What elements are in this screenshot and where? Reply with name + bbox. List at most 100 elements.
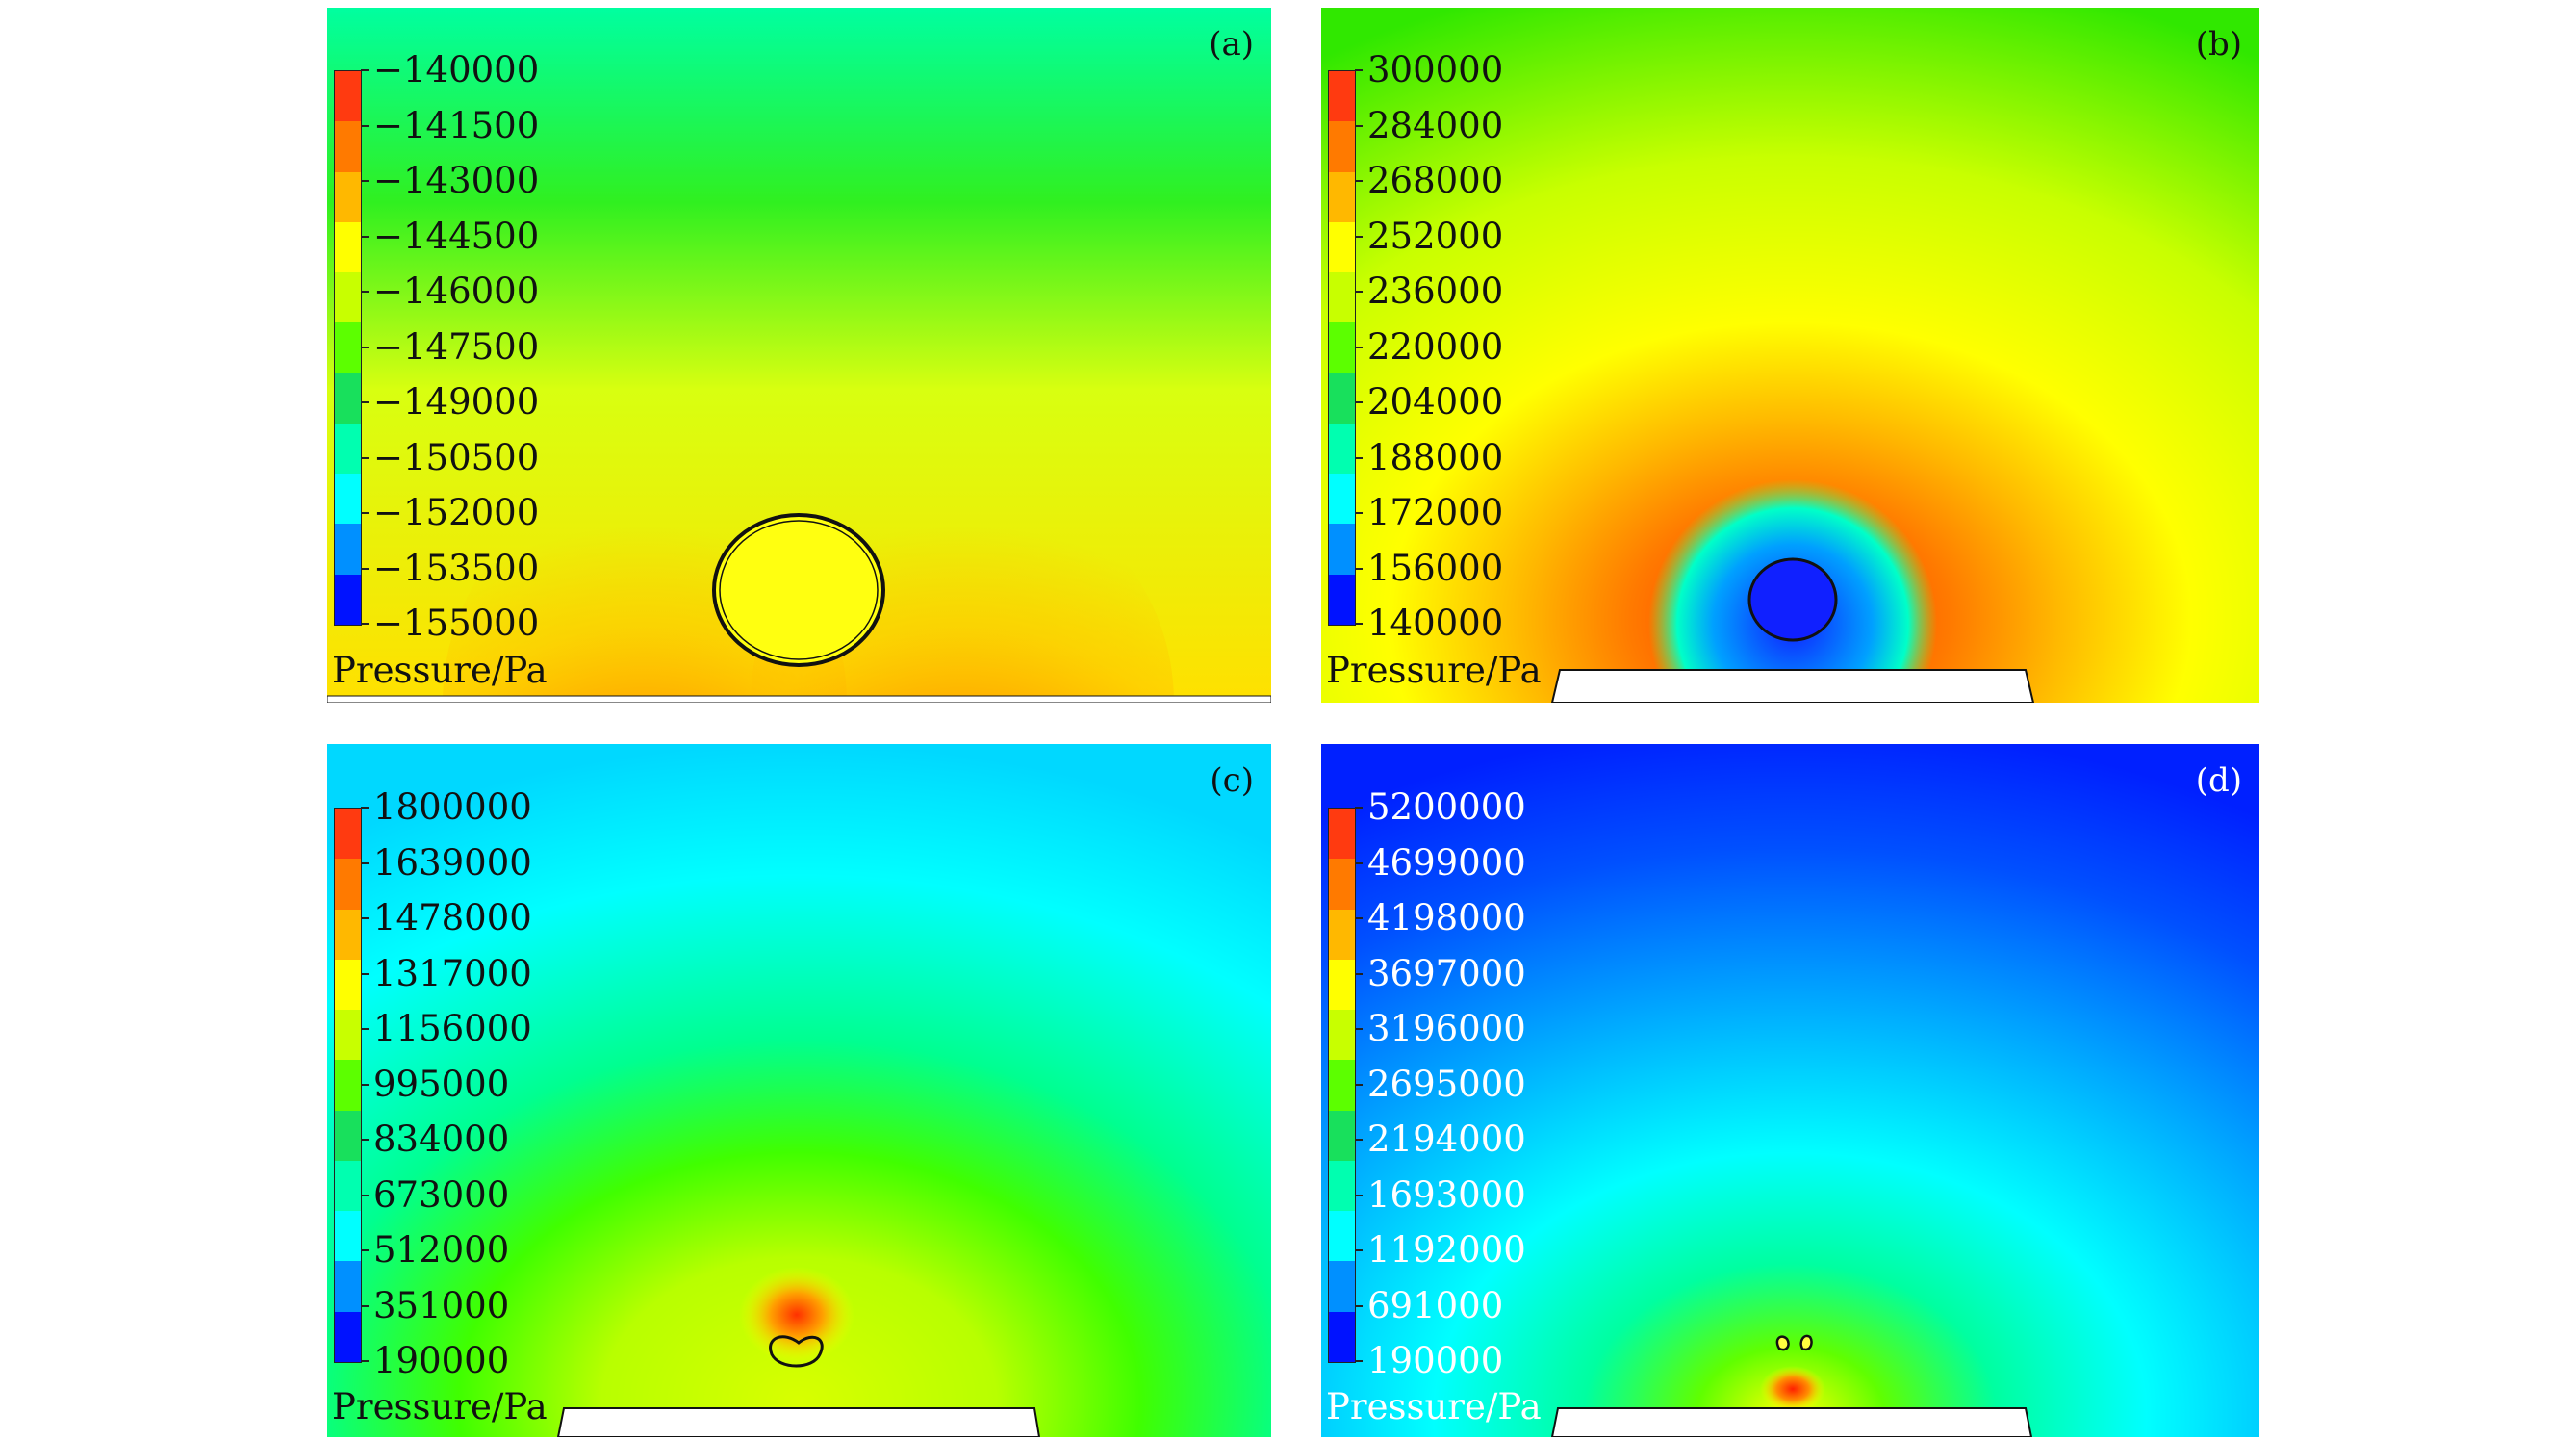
colorbar-tickmark [1355,124,1363,127]
colorbar-tick-label: −143000 [373,160,540,201]
colorbar-tickmark [361,623,369,625]
colorbar-tick-label: −153500 [373,547,540,589]
colorbar-b [1328,70,1356,626]
colorbar-tick-label: 1156000 [373,1008,532,1049]
panel-c: (c) 1800000 1639000 1478000 1317000 1156000 9… [327,744,1271,1437]
colorbar-tickmark [361,1083,369,1086]
colorbar-tickmark [1355,807,1363,809]
colorbar-segment [335,423,361,475]
colorbar-tickmark [1355,1194,1363,1196]
panel-b: (b) 300000 284000 268000 252000 236000 220000… [1321,8,2259,703]
colorbar-tick-label: 3196000 [1367,1008,1526,1049]
colorbar-segment [335,524,361,576]
colorbar-segment [1329,171,1355,223]
bubble-d-left [1775,1335,1790,1351]
colorbar-segment [1329,373,1355,424]
colorbar-segment [335,1311,361,1363]
high-pressure-spot-d [1760,1366,1825,1412]
colorbar-segment [335,373,361,424]
bubble-b [1747,557,1838,642]
colorbar-segment [335,171,361,223]
pressure-field-a [327,8,1271,703]
colorbar-tick-label: 1693000 [1367,1173,1526,1216]
colorbar-segment [1329,859,1355,911]
colorbar-segment [1329,423,1355,475]
colorbar-segment [1329,322,1355,374]
colorbar-tick-label: 300000 [1367,49,1504,90]
colorbar-tickmark [361,972,369,975]
colorbar-segment [1329,1211,1355,1262]
colorbar-tickmark [361,1139,369,1141]
colorbar-tick-label: 2695000 [1367,1063,1526,1105]
colorbar-tick-label: 995000 [373,1063,510,1105]
colorbar-segment [1329,959,1355,1011]
bubble-d-right [1799,1334,1813,1351]
colorbar-tickmark [361,291,369,293]
colorbar-tick-label: 172000 [1367,492,1504,533]
colorbar-tickmark [1355,512,1363,514]
colorbar-tick-label: 834000 [373,1119,510,1160]
colorbar-tickmark [1355,291,1363,293]
colorbar-tickmark [361,512,369,514]
colorbar-segment [335,574,361,626]
colorbar-tick-label: 190000 [373,1340,510,1381]
colorbar-segment [335,909,361,961]
pressure-field-d [1321,744,2259,1437]
colorbar-tick-label: 1478000 [373,897,532,939]
colorbar-tickmark [361,917,369,919]
colorbar-segment [335,272,361,323]
colorbar-tick-label: 4699000 [1367,841,1526,884]
bubble-c [769,1335,824,1368]
colorbar-segment [335,1261,361,1313]
panel-d: (d) 5200000 4699000 4198000 3697000 3196000 2… [1321,744,2259,1437]
colorbar-tick-label: 236000 [1367,270,1504,312]
colorbar-tick-label: 188000 [1367,436,1504,478]
colorbar-tick-label: 284000 [1367,104,1504,146]
colorbar-segment [335,1060,361,1112]
colorbar-tickmark [1355,180,1363,182]
colorbar-tick-label: 268000 [1367,160,1504,201]
wall-a [327,695,1271,703]
colorbar-tick-label: −150500 [373,436,540,478]
colorbar-tick-label: 1800000 [373,786,532,828]
colorbar-segment [1329,221,1355,273]
colorbar-tick-label: 140000 [1367,603,1504,644]
colorbar-tickmark [1355,1249,1363,1251]
colorbar-tick-label: 156000 [1367,547,1504,589]
wall-b [1550,669,2035,703]
colorbar-tick-label: −141500 [373,104,540,146]
colorbar-tick-label: 4198000 [1367,897,1526,939]
panel-a: (a) −140000 −141500 −143000 −144500 −146000 −… [327,8,1271,703]
colorbar-segment [335,121,361,173]
colorbar-segment [1329,1160,1355,1212]
colorbar-tickmark [361,567,369,570]
colorbar-tickmark [361,1360,369,1362]
colorbar-segment [335,1010,361,1061]
colorbar-tickmark [1355,401,1363,403]
panel-label-b: (b) [2195,25,2242,64]
colorbar-segment [335,959,361,1011]
quantity-label-a: Pressure/Pa [332,650,548,691]
colorbar-tickmark [1355,235,1363,238]
colorbar-segment [1329,1311,1355,1363]
colorbar-tickmark [361,124,369,127]
colorbar-segment [1329,524,1355,576]
colorbar-tickmark [1355,456,1363,459]
colorbar-segment [335,809,361,860]
colorbar-tickmark [361,1028,369,1030]
colorbar-tick-label: 1639000 [373,841,532,884]
colorbar-segment [1329,71,1355,122]
colorbar-tickmark [361,456,369,459]
colorbar-segment [335,859,361,911]
colorbar-tick-label: −147500 [373,325,540,368]
colorbar-tick-label: 190000 [1367,1340,1504,1381]
colorbar-tick-label: −152000 [373,492,540,533]
colorbar-segment [1329,474,1355,525]
colorbar-tickmark [361,807,369,809]
wall-d [1550,1407,2033,1437]
colorbar-tick-label: 5200000 [1367,786,1526,828]
colorbar-segment [1329,1010,1355,1061]
colorbar-tickmark [1355,861,1363,864]
colorbar-tickmark [1355,567,1363,570]
quantity-label-d: Pressure/Pa [1326,1386,1542,1427]
